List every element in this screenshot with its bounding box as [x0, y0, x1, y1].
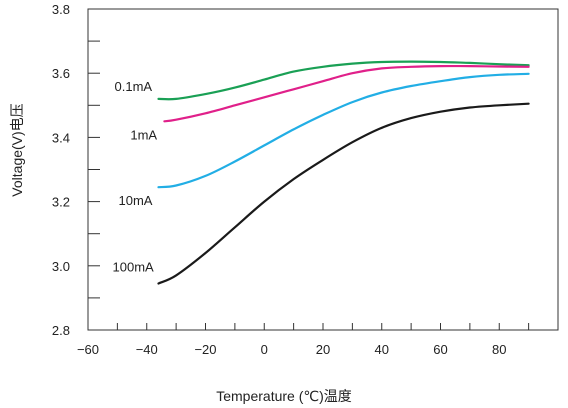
- series-line-01ma: [157, 60, 530, 101]
- series-label: 10mA: [119, 193, 153, 208]
- series-line-10ma: [157, 72, 530, 189]
- series-label: 100mA: [113, 259, 155, 274]
- y-tick-label: 3.6: [52, 66, 70, 81]
- x-tick-label: 60: [433, 342, 447, 357]
- tick-labels: 2.8 3.0 3.2 3.4 3.6 3.8 −60 −40 −20 0 20 40 60 80: [52, 2, 507, 357]
- y-tick-label: 2.8: [52, 323, 70, 338]
- x-tick-label: −40: [136, 342, 158, 357]
- x-tick-label: 40: [375, 342, 389, 357]
- series-label: 1mA: [130, 127, 157, 142]
- plot-frame: [87, 8, 559, 331]
- x-tick-label: −20: [194, 342, 216, 357]
- y-tick-label: 3.2: [52, 195, 70, 210]
- series-labels: 0.1mA 1mA 10mA 100mA: [113, 79, 158, 275]
- x-tick-label: −60: [77, 342, 99, 357]
- x-axis-title: Temperature (℃)温度: [216, 388, 352, 404]
- series-layer: [157, 60, 530, 285]
- y-tick-label: 3.8: [52, 2, 70, 17]
- x-tick-label: 80: [492, 342, 506, 357]
- series-line-1ma: [163, 64, 530, 123]
- x-tick-label: 20: [316, 342, 330, 357]
- y-tick-label: 3.4: [52, 130, 70, 145]
- y-tick-label: 3.0: [52, 259, 70, 274]
- series-label: 0.1mA: [115, 79, 153, 94]
- minor-ticks: [88, 40, 530, 330]
- series-line-100ma: [157, 102, 530, 285]
- y-axis-title: Voltage(V)电压: [9, 103, 25, 196]
- x-tick-label: 0: [261, 342, 268, 357]
